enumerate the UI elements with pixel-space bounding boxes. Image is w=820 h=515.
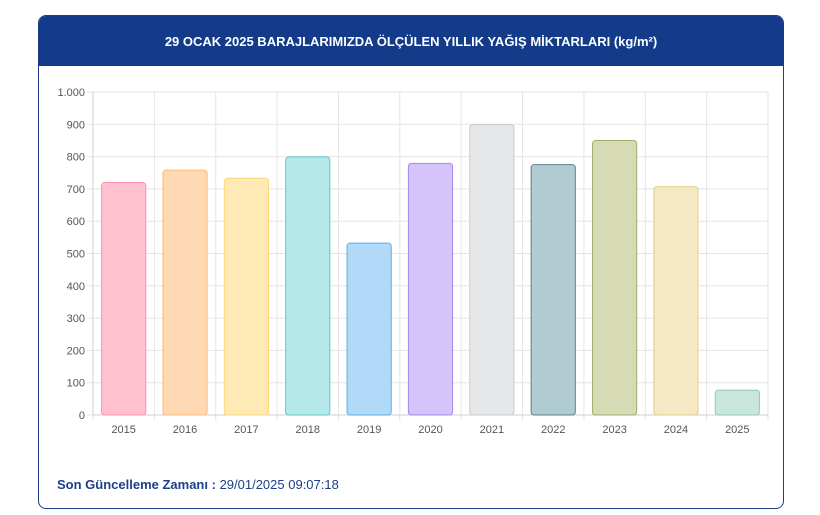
last-update-label: Son Güncelleme Zamanı : (57, 477, 216, 492)
bar-2016 (162, 169, 208, 416)
chart-area: 0 100 200 300 400 500 600 700 800 900 1.000 2015 201… (39, 66, 783, 461)
bar-2018 (285, 156, 331, 416)
bar-2019 (346, 242, 392, 416)
y-tick-label: 800 (67, 152, 85, 164)
x-tick-label: 2025 (725, 424, 749, 436)
y-tick-label: 0 (79, 410, 85, 422)
bar-2022 (530, 164, 576, 416)
rainfall-card: 29 OCAK 2025 BARAJLARIMIZDA ÖLÇÜLEN YILL… (38, 15, 784, 509)
x-tick-label: 2021 (480, 424, 504, 436)
x-tick-label: 2016 (173, 424, 197, 436)
y-tick-label: 400 (67, 281, 85, 293)
bar-2021 (469, 124, 515, 416)
x-tick-label: 2017 (234, 424, 258, 436)
y-tick-label: 700 (67, 184, 85, 196)
bar-2024 (653, 186, 699, 416)
last-update-value: 29/01/2025 09:07:18 (219, 477, 339, 492)
x-tick-label: 2019 (357, 424, 381, 436)
y-tick-label: 900 (67, 119, 85, 131)
y-tick-label: 300 (67, 313, 85, 325)
chart-title: 29 OCAK 2025 BARAJLARIMIZDA ÖLÇÜLEN YILL… (164, 33, 658, 49)
x-tick-label: 2015 (111, 424, 135, 436)
card-header: 29 OCAK 2025 BARAJLARIMIZDA ÖLÇÜLEN YILL… (39, 16, 783, 66)
y-tick-label: 200 (67, 345, 85, 357)
y-tick-label: 100 (67, 378, 85, 390)
bar-2017 (223, 177, 269, 416)
bar-2025 (714, 389, 760, 416)
bar-2023 (592, 139, 638, 416)
bar-2015 (101, 181, 147, 416)
x-tick-label: 2018 (296, 424, 320, 436)
x-tick-label: 2023 (602, 424, 626, 436)
y-tick-label: 500 (67, 249, 85, 261)
x-tick-label: 2020 (418, 424, 442, 436)
x-tick-label: 2024 (664, 424, 688, 436)
last-update: Son Güncelleme Zamanı : 29/01/2025 09:07… (57, 477, 339, 492)
bar-chart: 0 100 200 300 400 500 600 700 800 900 1.000 2015 201… (57, 87, 769, 436)
y-tick-label: 600 (67, 216, 85, 228)
bar-2020 (407, 162, 454, 416)
x-tick-label: 2022 (541, 424, 565, 436)
y-tick-label: 1.000 (57, 87, 85, 99)
